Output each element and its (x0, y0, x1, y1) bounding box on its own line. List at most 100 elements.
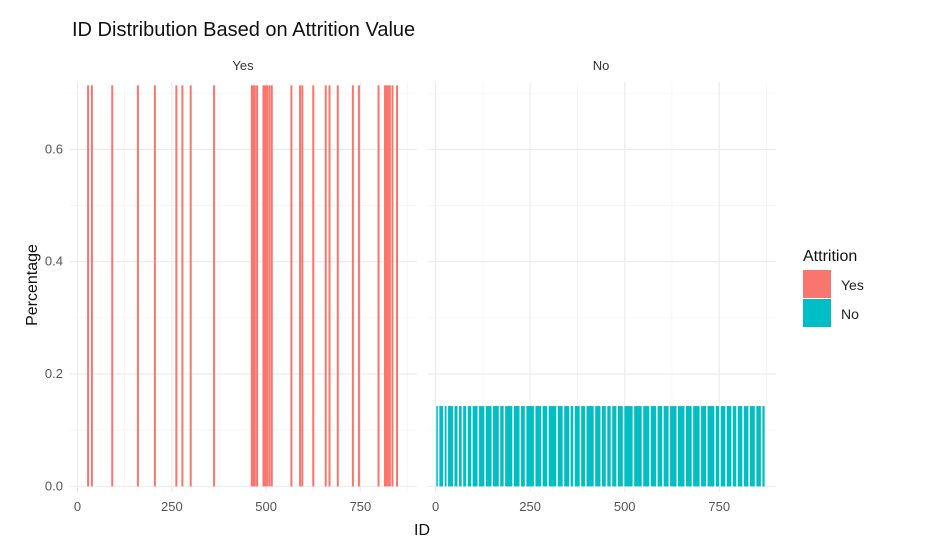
x-tick-label: 500 (255, 499, 277, 514)
bar-no-gap (662, 406, 664, 487)
bar-yes (336, 85, 339, 487)
bar-yes (383, 85, 386, 487)
legend-label-no: No (841, 306, 859, 322)
bar-no-gap (706, 406, 708, 487)
bar-no-gap (541, 406, 543, 487)
bar-yes (266, 85, 269, 487)
bar-no-gap (503, 406, 506, 487)
bar-no-gap (684, 406, 686, 487)
x-axis-title: ID (414, 522, 430, 539)
x-tick-label: 750 (350, 499, 372, 514)
bar-yes (328, 85, 331, 487)
bar-no-gap (562, 406, 565, 487)
y-tick-label: 0.2 (45, 366, 63, 381)
bar-yes (262, 85, 265, 487)
bar-no-gap (610, 406, 613, 487)
bar-yes (252, 85, 255, 487)
bar-no-gap (742, 406, 744, 487)
panel-yes-grid (70, 82, 417, 492)
bar-yes (385, 85, 388, 487)
bar-no-gap (622, 406, 625, 487)
bar-yes (386, 85, 389, 487)
bar-no-gap (584, 406, 587, 487)
bar-no-gap (668, 406, 671, 487)
bar-yes (357, 85, 360, 487)
bar-no-gap (691, 406, 694, 487)
bar-yes (136, 85, 139, 487)
bar-no-gap (477, 406, 480, 487)
bar-no-gap (736, 406, 738, 487)
bar-yes (87, 85, 90, 487)
bar-no-gap (547, 406, 549, 487)
x-tick-label: 0 (432, 499, 439, 514)
bar-no-gap (656, 406, 658, 487)
bar-no-gap (524, 406, 527, 487)
legend-title: Attrition (803, 248, 857, 265)
x-tick-label: 250 (161, 499, 183, 514)
bar-no-gap (519, 406, 522, 487)
bar-yes (253, 85, 256, 487)
x-tick-label: 0 (74, 499, 81, 514)
bar-no-gap (573, 406, 575, 487)
bar-no-gap (512, 406, 514, 487)
bar-no-gap (471, 406, 473, 487)
bar-no-gap (760, 406, 763, 487)
panel-no-bars (436, 406, 765, 487)
bar-yes (391, 85, 394, 487)
legend-label-yes: Yes (841, 277, 864, 293)
strip-label-no: No (593, 58, 610, 73)
bar-yes (264, 85, 267, 487)
bar-no-gap (725, 406, 727, 487)
chart-title: ID Distribution Based on Attrition Value (72, 19, 415, 41)
bar-no-gap (632, 406, 635, 487)
bar-no-gap (676, 406, 679, 487)
bar-no-gap (731, 406, 733, 487)
bar-no-gap (452, 406, 455, 487)
bar-no-gap (649, 406, 651, 487)
bar-no-gap (719, 406, 721, 487)
legend-swatch-yes (803, 270, 831, 298)
strip-label-yes: Yes (232, 58, 254, 73)
bar-no-gap (443, 406, 445, 487)
bar-no-gap (714, 406, 716, 487)
y-axis-title: Percentage (24, 244, 41, 326)
panel-yes-bars (87, 85, 399, 487)
panel-yes: Yes (70, 58, 417, 492)
bar-yes (111, 85, 114, 487)
bar-yes (351, 85, 354, 487)
panel-no: No (428, 58, 776, 492)
bar-yes (256, 85, 259, 487)
bar-no-block (436, 406, 765, 487)
legend: Attrition Yes No (803, 248, 864, 327)
bar-yes (90, 85, 93, 487)
bar-yes (270, 85, 273, 487)
bar-yes (388, 85, 391, 487)
bar-no-gap (446, 406, 449, 487)
legend-swatch-no (803, 299, 831, 327)
bar-no-gap (533, 406, 536, 487)
bar-no-gap (491, 406, 494, 487)
bar-no-gap (605, 406, 608, 487)
x-tick-label: 750 (708, 499, 730, 514)
bar-yes (301, 85, 304, 487)
bar-yes (268, 85, 271, 487)
bar-yes (153, 85, 156, 487)
bar-no-gap (579, 406, 582, 487)
bar-no-gap (556, 406, 558, 487)
bar-yes (377, 85, 380, 487)
bar-yes (213, 85, 216, 487)
bar-yes (299, 85, 302, 487)
bar-yes (396, 85, 399, 487)
bar-yes (250, 85, 253, 487)
bar-yes (189, 85, 192, 487)
bar-no-gap (569, 406, 571, 487)
bar-yes (181, 85, 184, 487)
bar-yes (324, 85, 327, 487)
bar-no-gap (484, 406, 486, 487)
bar-no-gap (466, 406, 468, 487)
y-tick-label: 0.0 (45, 478, 63, 493)
bar-no-gap (641, 406, 644, 487)
bar-no-gap (699, 406, 702, 487)
x-axis-ticks: 0 250 500 750 0 250 500 750 (74, 499, 730, 514)
